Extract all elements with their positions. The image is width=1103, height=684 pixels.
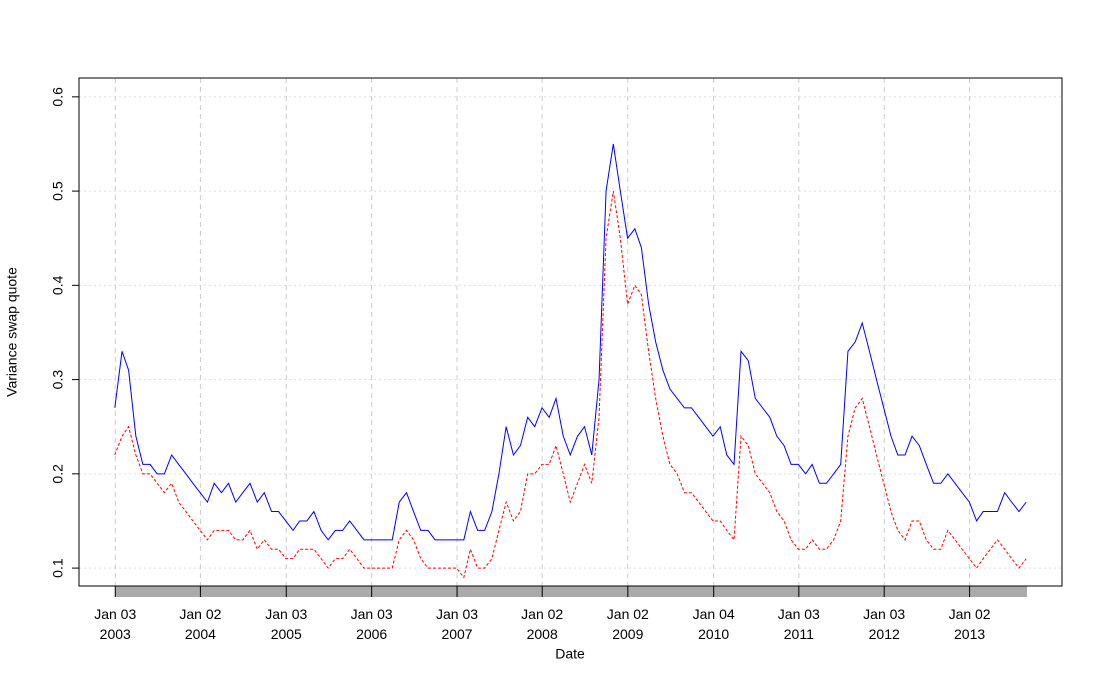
x-tick-label: Jan 02 2004	[179, 606, 222, 642]
x-tick-label: Jan 03 2006	[350, 606, 393, 642]
date-rug	[115, 586, 1027, 597]
x-tick-label: Jan 03 2003	[94, 606, 137, 642]
x-tick-label: Jan 02 2009	[606, 606, 649, 642]
x-tick-label: Jan 03 2007	[436, 606, 479, 642]
grid	[79, 78, 1062, 586]
x-tick-label: Jan 02 2008	[521, 606, 564, 642]
x-tick-label: Jan 04 2010	[692, 606, 735, 642]
series-line	[114, 143, 1027, 541]
y-axis-title: Variance swap quote	[4, 267, 20, 397]
series-line	[114, 191, 1027, 579]
x-tick-label: Jan 03 2012	[863, 606, 906, 642]
x-tick-label: Jan 03 2011	[777, 606, 820, 642]
y-tick-label: 0.3	[50, 370, 66, 390]
y-tick-label: 0.6	[50, 87, 66, 107]
y-tick-label: 0.5	[50, 181, 66, 201]
y-tick-label: 0.1	[50, 558, 66, 578]
plot-frame	[78, 77, 1063, 587]
y-tick-label: 0.4	[50, 275, 66, 295]
x-tick-label: Jan 02 2013	[948, 606, 991, 642]
y-tick-label: 0.2	[50, 464, 66, 484]
axes: 0.1 0.2 0.3 0.4 0.5 0.6	[50, 87, 971, 597]
x-tick-label: Jan 03 2005	[265, 606, 308, 642]
lines	[114, 143, 1027, 579]
x-axis-title: Date	[555, 646, 585, 662]
